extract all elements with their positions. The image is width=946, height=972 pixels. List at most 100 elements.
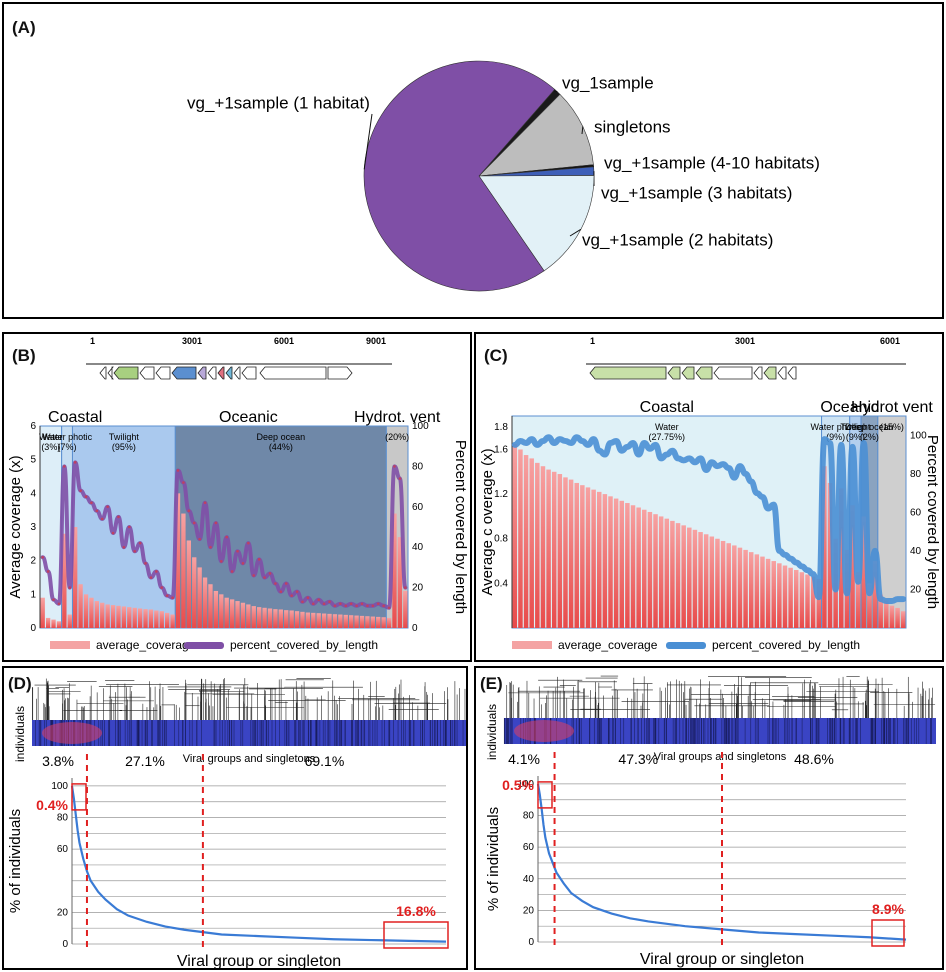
coverage-bar xyxy=(602,494,608,628)
coverage-bar xyxy=(316,613,321,628)
gene-arrow xyxy=(217,366,225,380)
coverage-bar xyxy=(148,609,154,628)
coverage-bar xyxy=(170,614,175,628)
panel-c-label: (C) xyxy=(484,346,508,365)
coverage-bar xyxy=(116,605,121,628)
coverage-bar xyxy=(580,485,585,628)
percent-point xyxy=(366,604,369,608)
highlight-label: 8.9% xyxy=(872,901,904,917)
y-tick-label: 20 xyxy=(523,905,535,916)
coverage-bar xyxy=(365,616,370,628)
coverage-bar xyxy=(788,567,793,628)
pie-label: vg_+1sample (4-10 habitats) xyxy=(604,153,820,172)
coverage-bar xyxy=(523,455,529,628)
habitat-zone xyxy=(877,415,907,629)
percent-point xyxy=(171,596,174,599)
coverage-bar xyxy=(262,607,267,628)
y-axis-title: Average c overage (x) xyxy=(479,448,496,595)
coverage-bar xyxy=(664,518,670,628)
y-tick-label: 6 xyxy=(30,421,36,432)
percent-point xyxy=(133,549,137,553)
y2-tick-label: 100 xyxy=(412,421,429,432)
pie-chart: vg_1sample singletons vg_+1sample (4-10 ha… xyxy=(187,60,820,292)
percent-point xyxy=(247,541,250,545)
percent-point xyxy=(371,604,375,608)
y-tick-label: 0 xyxy=(62,939,68,950)
legend-label: percent_covered_by_length xyxy=(230,638,378,652)
coverage-bar xyxy=(45,617,51,628)
zone-label: Water (3%) xyxy=(39,432,63,452)
percent-point xyxy=(203,501,207,505)
pie-label: singletons xyxy=(594,117,671,136)
pie-label: vg_1sample xyxy=(562,73,654,92)
coverage-bar xyxy=(83,594,89,628)
percent-point xyxy=(387,606,391,610)
percent-point xyxy=(295,590,299,593)
coverage-bar xyxy=(386,617,392,628)
coverage-bar xyxy=(613,498,619,628)
rank-curve xyxy=(536,783,907,941)
segment-label: 69.1% xyxy=(305,753,345,769)
y-tick-label: 100 xyxy=(51,781,68,792)
heatmap xyxy=(503,675,936,744)
x-axis-title: Viral group or singleton xyxy=(177,953,341,968)
percent-point xyxy=(301,600,304,604)
y-tick-label: 5 xyxy=(30,455,36,466)
coverage-bar xyxy=(381,617,386,628)
y2-tick-label: 20 xyxy=(910,584,922,595)
coverage-bar xyxy=(793,569,799,628)
legend-swatch-line xyxy=(184,642,224,649)
gene-arrow xyxy=(777,366,787,380)
highlight-box xyxy=(383,921,449,949)
y-tick-label: 100 xyxy=(517,779,534,790)
gene-arrow xyxy=(763,366,777,380)
coverage-bar xyxy=(872,561,878,628)
y2-tick-label: 80 xyxy=(412,461,424,472)
coverage-bar xyxy=(805,574,810,628)
gene-arrow xyxy=(233,366,241,380)
percent-point xyxy=(403,586,407,589)
coverage-bar xyxy=(754,554,760,628)
gene-arrow xyxy=(713,366,753,380)
zone-label: Twilight (95%) xyxy=(109,432,140,452)
percent-point xyxy=(111,531,115,535)
coverage-bar xyxy=(630,505,636,628)
y-tick-label: 80 xyxy=(523,811,535,822)
coverage-bar xyxy=(737,547,743,628)
y-axis-title: % of individuals xyxy=(485,807,502,911)
coverage-bar xyxy=(94,601,99,628)
coverage-bar xyxy=(647,511,653,628)
percent-point xyxy=(339,602,342,606)
coverage-bar xyxy=(546,469,551,628)
coverage-bar xyxy=(765,558,771,628)
legend-swatch-bar xyxy=(512,641,552,649)
y-tick-label: 60 xyxy=(523,842,535,853)
y-tick-label: 1.8 xyxy=(494,422,508,433)
coverage-bar xyxy=(376,616,381,628)
coverage-bar xyxy=(574,482,579,628)
percent-point xyxy=(182,481,185,484)
heatmap-hotspot xyxy=(42,722,102,744)
percent-point xyxy=(63,465,66,468)
y-tick-label: 0 xyxy=(528,937,534,948)
highlight-label: 0.4% xyxy=(36,797,68,813)
y2-tick-label: 60 xyxy=(910,507,922,518)
coverage-bar xyxy=(726,543,731,628)
coverage-chart-c: 1 3001 6001 Water (27.75%) Water photic (9%)Tw… xyxy=(479,336,941,652)
coverage-bar xyxy=(720,540,726,628)
coverage-bar xyxy=(305,612,311,628)
coverage-bar xyxy=(284,610,289,628)
heatmap-ylabel: individuals xyxy=(13,706,27,762)
y2-tick-label: 20 xyxy=(412,583,424,594)
y2-tick-label: 60 xyxy=(412,502,424,513)
coverage-bar xyxy=(294,611,300,628)
percent-point xyxy=(138,541,142,545)
percent-point xyxy=(349,602,353,606)
heatmap-xlabel: Viral groups and singletons xyxy=(183,753,316,765)
genome-map: 1 3001 6001 9001 xyxy=(86,336,392,380)
coverage-bar xyxy=(642,509,647,628)
y-tick-label: 0.4 xyxy=(494,578,508,589)
y-tick-label: 3 xyxy=(30,522,36,533)
coverage-bar xyxy=(186,540,191,628)
